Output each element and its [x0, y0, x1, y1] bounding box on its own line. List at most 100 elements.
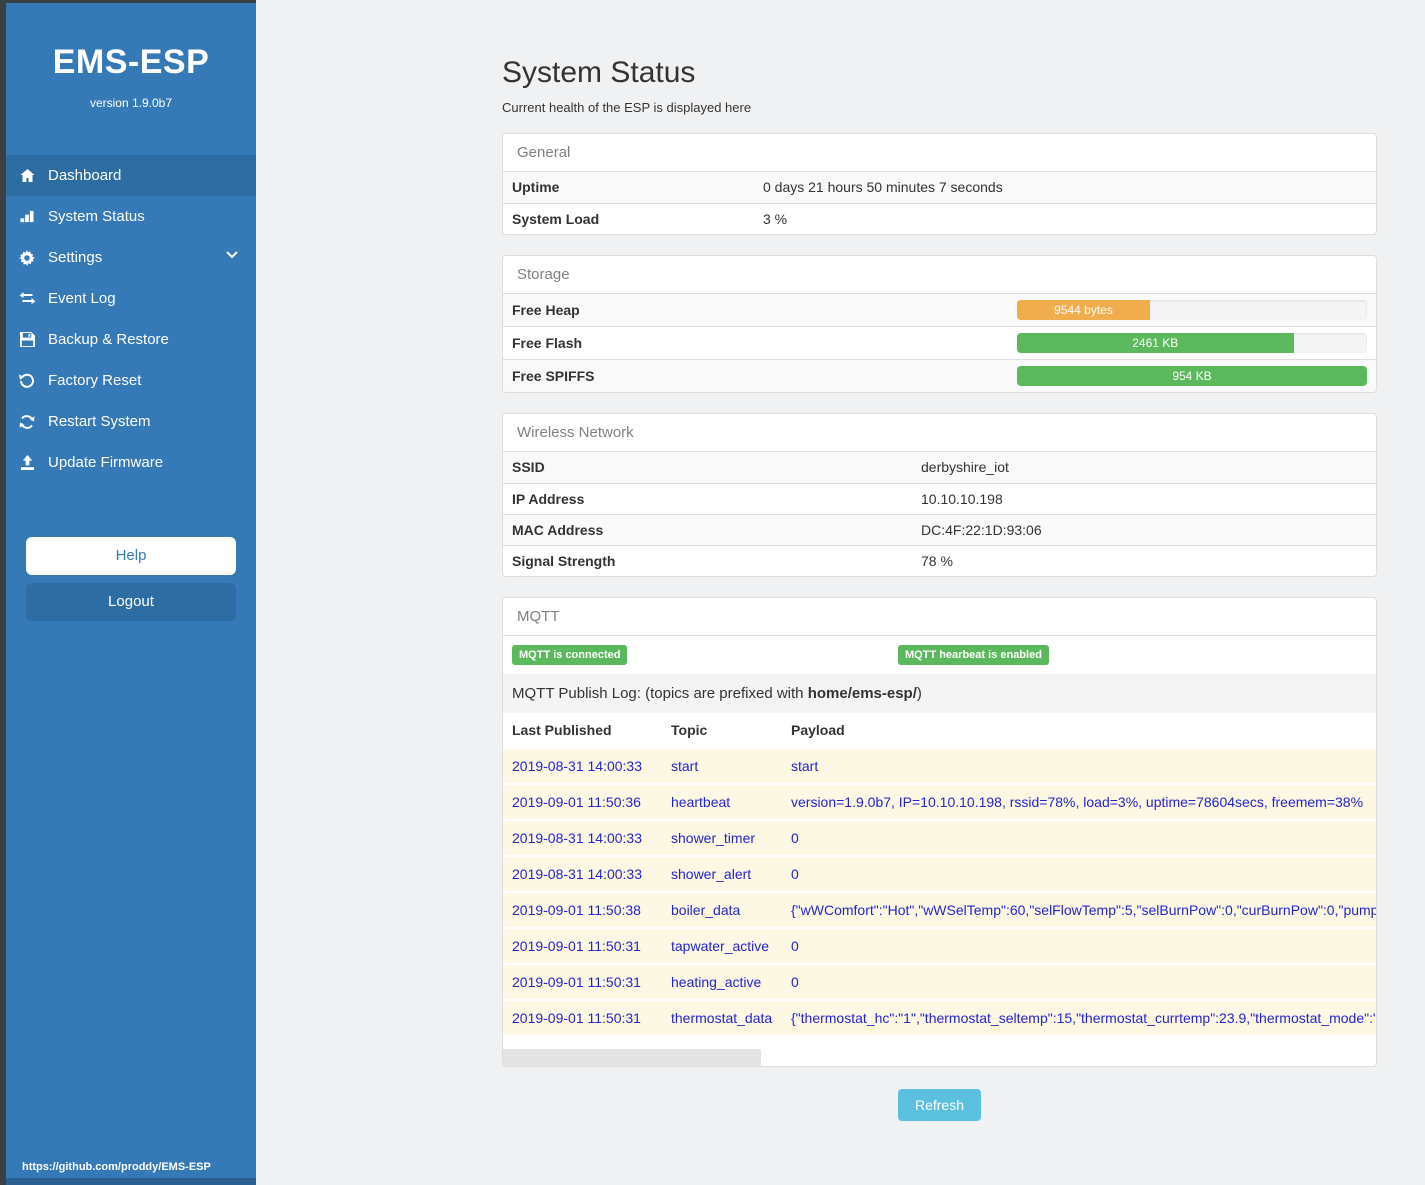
- home-icon: [18, 167, 36, 185]
- sidebar-buttons: Help Logout: [6, 537, 256, 621]
- sidebar-item-factory-reset[interactable]: Factory Reset: [6, 360, 256, 401]
- free-heap-label: Free Heap: [503, 294, 1008, 327]
- log-topic: thermostat_data: [662, 999, 782, 1035]
- table-header-row: Last Published Topic Payload: [503, 713, 1376, 749]
- system-status-icon: [18, 208, 36, 226]
- sidebar-item-label: System Status: [48, 208, 145, 225]
- table-row: Free SPIFFS 954 KB: [503, 359, 1376, 392]
- sidebar: EMS-ESP version 1.9.0b7 Dashboard System…: [6, 0, 256, 1185]
- mac-address-value: DC:4F:22:1D:93:06: [912, 513, 1376, 545]
- log-payload: {"wWComfort":"Hot","wWSelTemp":60,"selFl…: [782, 891, 1376, 928]
- log-topic: boiler_data: [662, 891, 782, 928]
- table-row: Free Heap 9544 bytes: [503, 294, 1376, 327]
- free-spiffs-progressbar: 954 KB: [1017, 366, 1367, 386]
- log-time: 2019-08-31 14:00:33: [503, 747, 662, 784]
- sidebar-item-system-status[interactable]: System Status: [6, 196, 256, 237]
- log-time: 2019-09-01 11:50:31: [503, 927, 662, 964]
- uptime-value: 0 days 21 hours 50 minutes 7 seconds: [754, 172, 1376, 203]
- system-load-label: System Load: [503, 202, 754, 234]
- mqtt-heartbeat-badge: MQTT hearbeat is enabled: [898, 645, 1049, 665]
- free-heap-cell: 9544 bytes: [1008, 294, 1376, 327]
- logout-button[interactable]: Logout: [26, 583, 236, 621]
- sidebar-item-label: Restart System: [48, 413, 151, 430]
- log-time: 2019-09-01 11:50:38: [503, 891, 662, 928]
- system-load-value: 3 %: [754, 202, 1376, 234]
- free-flash-label: Free Flash: [503, 326, 1008, 360]
- sidebar-item-settings[interactable]: Settings: [6, 237, 256, 278]
- table-row: 2019-09-01 11:50:31 heating_active 0: [503, 963, 1376, 1000]
- mac-address-label: MAC Address: [503, 513, 912, 545]
- progress-fill: 954 KB: [1017, 366, 1367, 386]
- sidebar-item-event-log[interactable]: Event Log: [6, 278, 256, 319]
- log-time: 2019-08-31 14:00:33: [503, 855, 662, 892]
- signal-strength-label: Signal Strength: [503, 544, 912, 576]
- mqtt-card: MQTT MQTT is connected MQTT hearbeat is …: [502, 597, 1377, 1067]
- free-heap-progressbar: 9544 bytes: [1017, 300, 1367, 320]
- help-button[interactable]: Help: [26, 537, 236, 575]
- ip-address-value: 10.10.10.198: [912, 482, 1376, 514]
- storage-card: Storage Free Heap 9544 bytes Free Flash …: [502, 255, 1377, 393]
- general-card: General Uptime 0 days 21 hours 50 minute…: [502, 133, 1377, 235]
- table-row: 2019-08-31 14:00:33 shower_alert 0: [503, 855, 1376, 892]
- wireless-card-title: Wireless Network: [503, 414, 1376, 452]
- log-payload: 0: [782, 927, 1376, 964]
- table-row: SSID derbyshire_iot: [503, 452, 1376, 483]
- sidebar-item-dashboard[interactable]: Dashboard: [6, 155, 256, 196]
- page-subtitle: Current health of the ESP is displayed h…: [502, 100, 752, 115]
- horizontal-scrollbar: [503, 1049, 1376, 1066]
- mqtt-badges-row: MQTT is connected MQTT hearbeat is enabl…: [503, 636, 1376, 674]
- col-payload: Payload: [782, 713, 1376, 749]
- sidebar-item-label: Settings: [48, 249, 103, 266]
- chevron-down-icon: [226, 251, 238, 259]
- log-time: 2019-09-01 11:50:31: [503, 963, 662, 1000]
- sidebar-item-label: Backup & Restore: [48, 331, 169, 348]
- log-payload: start: [782, 747, 1376, 784]
- sidebar-bottom-strip: [6, 1178, 256, 1185]
- ssid-value: derbyshire_iot: [912, 452, 1376, 483]
- wireless-card: Wireless Network SSID derbyshire_iot IP …: [502, 413, 1377, 577]
- sidebar-item-backup-restore[interactable]: Backup & Restore: [6, 319, 256, 360]
- log-topic: tapwater_active: [662, 927, 782, 964]
- mqtt-publish-log-title: MQTT Publish Log: (topics are prefixed w…: [503, 674, 1376, 713]
- upload-icon: [18, 454, 36, 472]
- table-row: Signal Strength 78 %: [503, 544, 1376, 576]
- table-row: 2019-08-31 14:00:33 start start: [503, 747, 1376, 784]
- table-row: IP Address 10.10.10.198: [503, 482, 1376, 514]
- ssid-label: SSID: [503, 452, 912, 483]
- free-flash-cell: 2461 KB: [1008, 326, 1376, 360]
- free-spiffs-label: Free SPIFFS: [503, 359, 1008, 392]
- log-topic: heartbeat: [662, 783, 782, 820]
- signal-strength-value: 78 %: [912, 544, 1376, 576]
- scrollbar-thumb[interactable]: [503, 1049, 761, 1066]
- ip-address-label: IP Address: [503, 482, 912, 514]
- window-left-edge: [0, 0, 6, 1185]
- github-url: https://github.com/proddy/EMS-ESP: [22, 1161, 211, 1173]
- log-topic: shower_timer: [662, 819, 782, 856]
- sidebar-item-label: Dashboard: [48, 167, 122, 184]
- mqtt-connected-badge: MQTT is connected: [512, 645, 628, 665]
- log-payload: 0: [782, 963, 1376, 1000]
- log-payload: 0: [782, 855, 1376, 892]
- log-topic: shower_alert: [662, 855, 782, 892]
- table-bottom-padding: [503, 1035, 1376, 1049]
- log-payload: 0: [782, 819, 1376, 856]
- sidebar-menu: Dashboard System Status Settings Event L…: [6, 155, 256, 483]
- progress-fill: 2461 KB: [1017, 333, 1294, 353]
- uptime-label: Uptime: [503, 172, 754, 203]
- sidebar-item-restart-system[interactable]: Restart System: [6, 401, 256, 442]
- col-last-published: Last Published: [503, 713, 662, 749]
- publish-log-topic-prefix: home/ems-esp/: [807, 685, 917, 702]
- refresh-button[interactable]: Refresh: [897, 1089, 982, 1121]
- col-topic: Topic: [662, 713, 782, 749]
- refresh-icon: [18, 413, 36, 431]
- storage-table: Free Heap 9544 bytes Free Flash 2461 KB …: [503, 294, 1376, 392]
- sidebar-item-update-firmware[interactable]: Update Firmware: [6, 442, 256, 483]
- progress-fill: 9544 bytes: [1017, 300, 1150, 320]
- refresh-area: Refresh: [502, 1089, 1377, 1121]
- wireless-table: SSID derbyshire_iot IP Address 10.10.10.…: [503, 452, 1376, 576]
- save-icon: [18, 331, 36, 349]
- mqtt-publish-log-table: Last Published Topic Payload 2019-08-31 …: [503, 713, 1376, 1035]
- page-title: System Status: [502, 56, 696, 89]
- gear-icon: [18, 249, 36, 267]
- main-content: System Status Current health of the ESP …: [502, 0, 1377, 1121]
